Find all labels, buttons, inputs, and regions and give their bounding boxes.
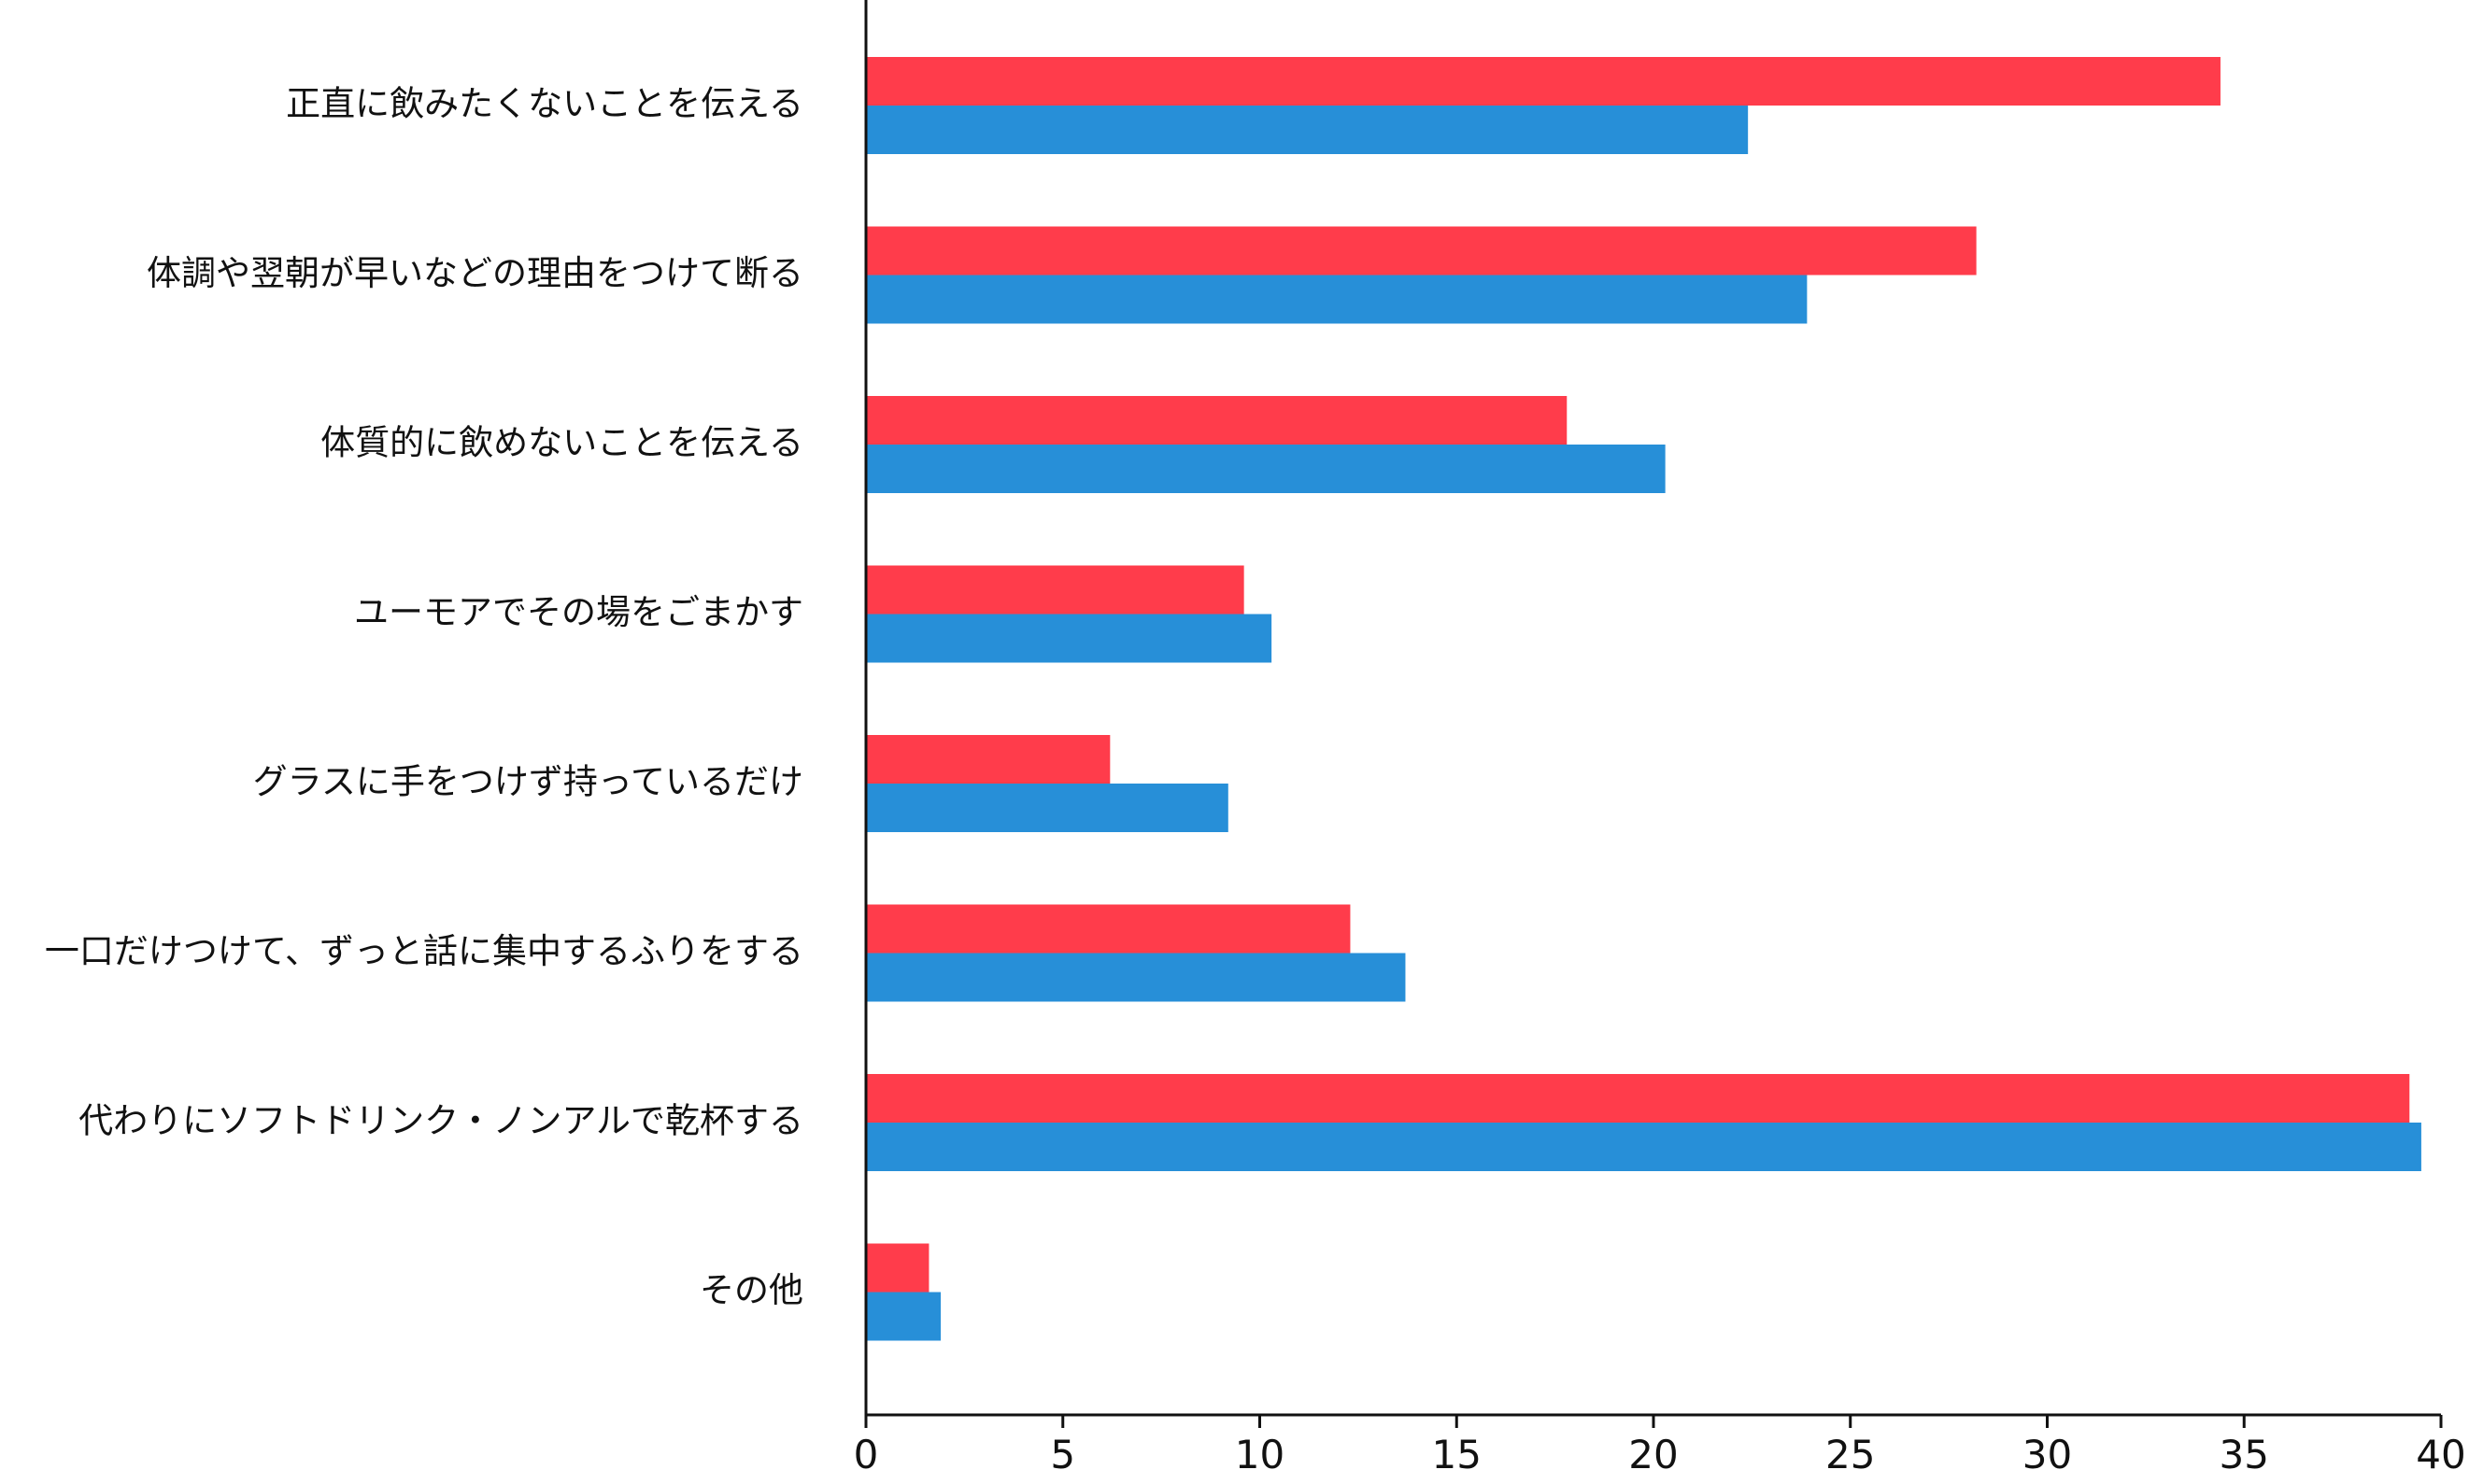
bar-series-1-1 bbox=[867, 57, 2221, 106]
category-labels: 正直に飲みたくないことを伝える体調や翌朝が早いなどの理由をつけて断る体質的に飲め… bbox=[45, 84, 803, 1311]
bar-series-2-4 bbox=[867, 614, 1272, 663]
bar-series-2-7 bbox=[867, 1123, 2421, 1171]
bar-series-2-5 bbox=[867, 784, 1228, 832]
x-tick-label: 30 bbox=[2022, 1432, 2072, 1477]
bar-series-1-4 bbox=[867, 565, 1244, 615]
bar-series-1-2 bbox=[867, 226, 1977, 276]
x-tick-label: 10 bbox=[1235, 1432, 1284, 1477]
bar-series-2-8 bbox=[867, 1292, 942, 1341]
x-tick-label: 15 bbox=[1432, 1432, 1482, 1477]
bar-series-1-6 bbox=[867, 904, 1351, 954]
x-tick-label: 40 bbox=[2416, 1432, 2465, 1477]
bar-series-2-6 bbox=[867, 953, 1406, 1002]
x-axis-ticks: 0 5 10 15 20 25 30 35 40 bbox=[854, 1415, 2466, 1477]
bar-series-2-1 bbox=[867, 106, 1749, 154]
category-label: 一口だけつけて、ずっと話に集中するふりをする bbox=[45, 931, 803, 971]
x-tick-label: 25 bbox=[1825, 1432, 1875, 1477]
category-label: 体質的に飲めないことを伝える bbox=[320, 423, 803, 463]
x-tick-label: 35 bbox=[2220, 1432, 2269, 1477]
category-label: 正直に飲みたくないことを伝える bbox=[286, 84, 803, 124]
category-label: ユーモアでその場をごまかす bbox=[354, 592, 803, 632]
x-tick-label: 0 bbox=[854, 1432, 879, 1477]
category-label: 体調や翌朝が早いなどの理由をつけて断る bbox=[147, 253, 803, 293]
bar-series-2-3 bbox=[867, 445, 1666, 493]
bar-series-1-7 bbox=[867, 1074, 2410, 1123]
bar-series-2-2 bbox=[867, 275, 1808, 324]
x-tick-label: 20 bbox=[1628, 1432, 1678, 1477]
bar-series-1-3 bbox=[867, 396, 1568, 445]
bar-series-1-5 bbox=[867, 735, 1111, 784]
x-tick-label: 5 bbox=[1050, 1432, 1075, 1477]
category-label: 代わりにソフトドリンク・ノンアルで乾杯する bbox=[78, 1101, 803, 1141]
category-label: その他 bbox=[700, 1270, 803, 1310]
category-label: グラスに手をつけず持っているだけ bbox=[253, 762, 803, 802]
bars-group bbox=[867, 57, 2421, 1341]
bar-series-1-8 bbox=[867, 1243, 929, 1293]
